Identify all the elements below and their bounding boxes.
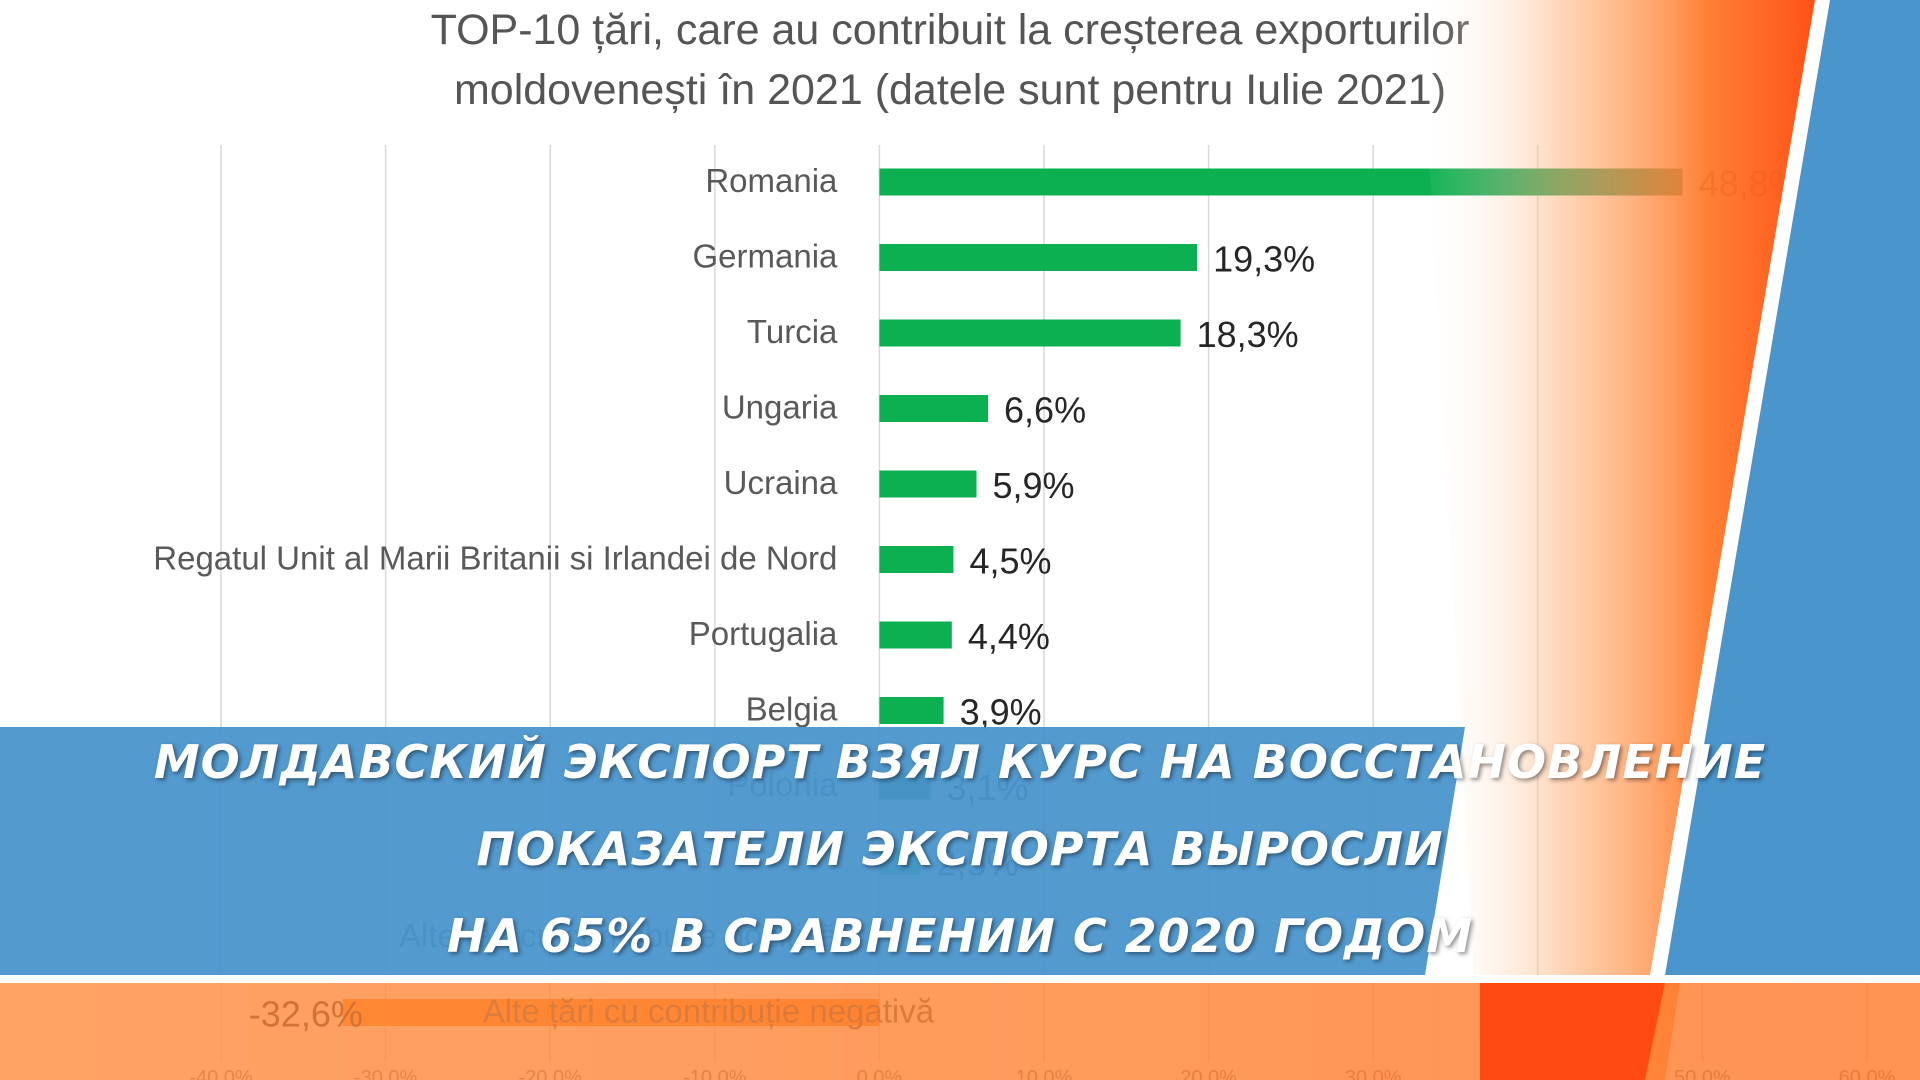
- value-label: 18,3%: [1197, 314, 1299, 355]
- chart-title-line2: moldovenești în 2021 (datele sunt pentru…: [453, 66, 1447, 114]
- category-label: Ungaria: [722, 389, 838, 426]
- category-label: Portugalia: [689, 615, 838, 652]
- bottom-orange-swoosh: [1480, 983, 1665, 1080]
- chart-title: TOP-10 țări, care au contribuit la creșt…: [200, 0, 1700, 120]
- headline-line3: НА 65% В СРАВНЕНИИ С 2020 ГОДОМ: [447, 909, 1473, 963]
- category-label: Belgia: [746, 691, 838, 728]
- category-label: Ucraina: [724, 464, 838, 501]
- headline-line1: МОЛДАВСКИЙ ЭКСПОРТ ВЗЯЛ КУРС НА ВОССТАНО…: [153, 735, 1767, 789]
- bar-2: [879, 244, 1198, 271]
- category-label: Germania: [693, 238, 839, 275]
- bar-3: [879, 319, 1181, 347]
- bar-4: [879, 395, 989, 422]
- value-label: 4,4%: [968, 616, 1050, 657]
- category-label: Turcia: [747, 313, 838, 350]
- value-label: 6,6%: [1004, 390, 1086, 431]
- category-label: Romania: [705, 162, 838, 199]
- bar-8: [879, 697, 944, 724]
- blue-band: [0, 727, 1465, 975]
- orange-swoosh: [1420, 0, 1830, 1080]
- category-label: Regatul Unit al Marii Britanii si Irland…: [153, 540, 837, 577]
- bar-6: [879, 546, 954, 573]
- white-stripe: [1650, 0, 1830, 975]
- value-label: 19,3%: [1213, 239, 1315, 280]
- headline-line2: ПОКАЗАТЕЛИ ЭКСПОРТА ВЫРОСЛИ: [476, 822, 1444, 876]
- bar-7: [879, 621, 952, 649]
- chart-title-line1: TOP-10 țări, care au contribuit la creșt…: [430, 6, 1470, 54]
- value-label: 3,9%: [960, 692, 1042, 733]
- blue-panel: [1665, 0, 1920, 975]
- bar-5: [879, 470, 977, 498]
- value-label: 5,9%: [993, 465, 1075, 506]
- white-separator: [0, 975, 1920, 983]
- value-label: 4,5%: [969, 541, 1051, 582]
